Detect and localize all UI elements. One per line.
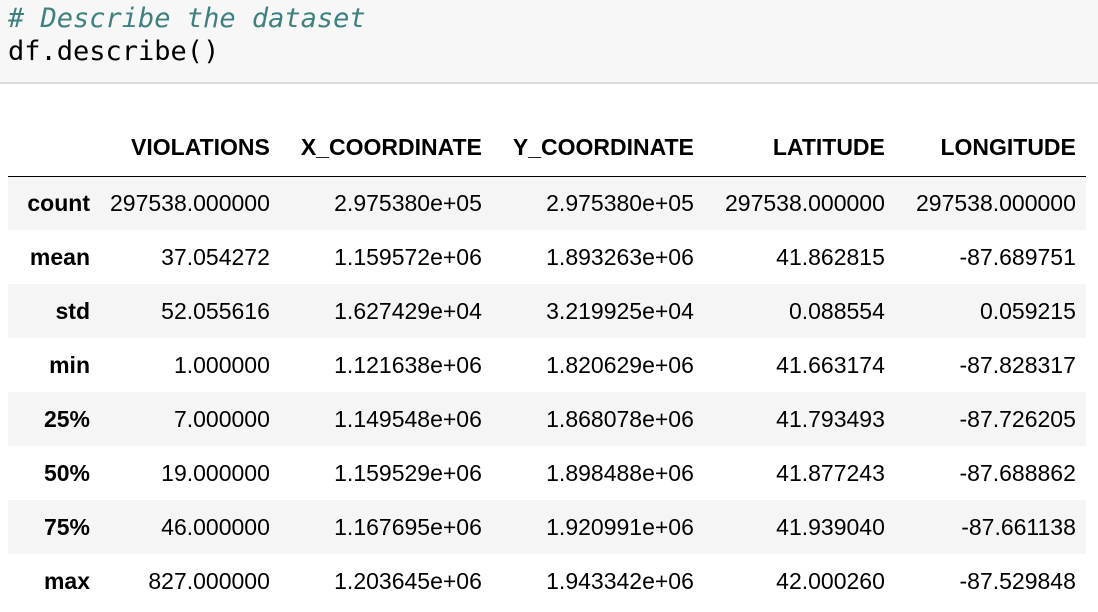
table-cell: 2.975380e+05 [334,189,482,216]
table-cell: 1.920991e+06 [546,513,694,540]
code-cell-input[interactable]: # Describe the dataset df.describe() [0,0,1098,84]
row-index: mean [29,243,90,270]
table-row: count 297538.000000 2.975380e+05 2.97538… [8,176,1086,230]
table-cell: 42.000260 [776,567,885,594]
table-cell: -87.689751 [959,243,1076,270]
table-cell: 1.898488e+06 [546,459,694,486]
column-header: LATITUDE [703,120,895,177]
table-cell: 41.939040 [776,513,885,540]
column-header: X_COORDINATE [279,120,492,177]
table-cell: 3.219925e+04 [546,297,694,324]
column-header: LONGITUDE [894,120,1086,177]
table-row: 50% 19.000000 1.159529e+06 1.898488e+06 … [8,446,1086,500]
table-cell: 1.820629e+06 [546,351,694,378]
table-cell: 827.000000 [148,567,270,594]
table-cell: 1.627429e+04 [334,297,482,324]
code-statement: df.describe() [8,36,220,67]
table-cell: 41.663174 [776,351,885,378]
table-cell: 41.877243 [776,459,885,486]
table-cell: 41.862815 [776,243,885,270]
table-cell: 1.893263e+06 [546,243,694,270]
column-header: Y_COORDINATE [491,120,704,177]
table-cell: 1.159572e+06 [334,243,482,270]
table-cell: -87.661138 [961,513,1076,540]
table-cell: 1.000000 [173,351,270,378]
table-row: 25% 7.000000 1.149548e+06 1.868078e+06 4… [8,392,1086,446]
row-index: 75% [43,513,90,540]
table-header-row: VIOLATIONS X_COORDINATE Y_COORDINATE LAT… [8,120,1086,177]
table-cell: 1.149548e+06 [334,405,482,432]
column-header: VIOLATIONS [100,120,280,177]
table-cell: 41.793493 [776,405,885,432]
table-cell: 46.000000 [161,513,270,540]
row-index: min [49,351,90,378]
table-cell: 0.088554 [788,297,885,324]
table-cell: 1.121638e+06 [334,351,482,378]
table-cell: 19.000000 [161,459,270,486]
row-index: 50% [43,459,90,486]
table-cell: -87.688862 [959,459,1076,486]
table-cell: 297538.000000 [725,189,885,216]
table-row: min 1.000000 1.121638e+06 1.820629e+06 4… [8,338,1086,392]
table-cell: 297538.000000 [916,189,1076,216]
describe-table: VIOLATIONS X_COORDINATE Y_COORDINATE LAT… [8,120,1086,608]
table-cell: 37.054272 [161,243,270,270]
table-cell: 1.943342e+06 [546,567,694,594]
table-cell: 2.975380e+05 [546,189,694,216]
table-cell: 297538.000000 [110,189,270,216]
table-cell: 7.000000 [173,405,270,432]
table-row: 75% 46.000000 1.167695e+06 1.920991e+06 … [8,500,1086,554]
index-header [8,120,100,177]
table-cell: 1.203645e+06 [334,567,482,594]
row-index: max [43,567,90,594]
row-index: 25% [43,405,90,432]
table-cell: 1.159529e+06 [334,459,482,486]
cell-output: VIOLATIONS X_COORDINATE Y_COORDINATE LAT… [0,86,1098,612]
table-cell: -87.529848 [959,567,1076,594]
table-cell: -87.726205 [959,405,1076,432]
code-comment: # Describe the dataset [8,3,366,34]
table-cell: 1.868078e+06 [546,405,694,432]
table-row: std 52.055616 1.627429e+04 3.219925e+04 … [8,284,1086,338]
table-row: mean 37.054272 1.159572e+06 1.893263e+06… [8,230,1086,284]
row-index: count [27,189,90,216]
table-cell: 52.055616 [161,297,270,324]
table-cell: -87.828317 [959,351,1076,378]
table-row: max 827.000000 1.203645e+06 1.943342e+06… [8,554,1086,608]
table-cell: 1.167695e+06 [334,513,482,540]
row-index: std [55,297,91,324]
table-cell: 0.059215 [979,297,1076,324]
